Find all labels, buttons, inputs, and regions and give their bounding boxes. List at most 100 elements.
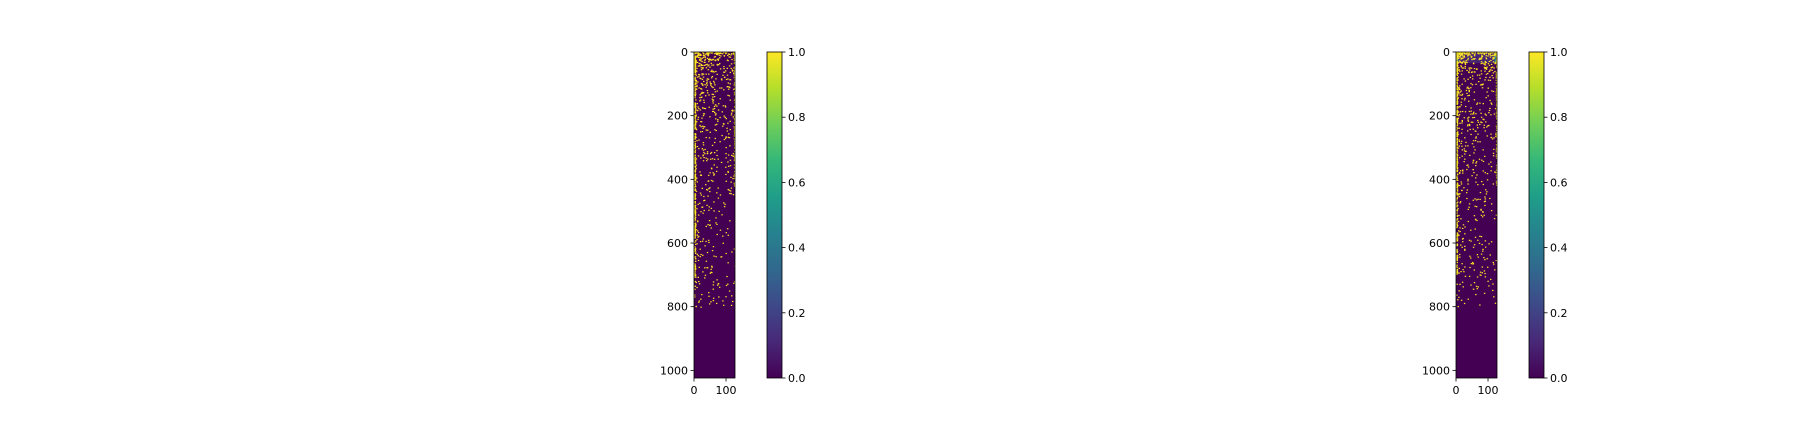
heatmap-hot-cell bbox=[722, 300, 724, 302]
heatmap-hot-cell bbox=[1456, 159, 1459, 161]
heatmap-hot-cell bbox=[713, 158, 716, 160]
heatmap-hot-cell bbox=[701, 130, 704, 133]
heatmap-hot-cell bbox=[1468, 67, 1470, 69]
heatmap-hot-cell bbox=[694, 193, 696, 195]
heatmap-hot-cell bbox=[721, 214, 723, 216]
heatmap-hot-cell bbox=[1456, 193, 1458, 195]
heatmap-hot-cell bbox=[700, 58, 702, 60]
heatmap-hot-cell bbox=[1484, 276, 1487, 278]
heatmap-hot-cell bbox=[1474, 205, 1476, 207]
heatmap-hot-cell bbox=[698, 58, 701, 60]
heatmap-hot-cell bbox=[1464, 248, 1466, 250]
heatmap-hot-cell bbox=[694, 95, 696, 97]
heatmap-hot-cell bbox=[698, 300, 701, 302]
heatmap-hot-cell bbox=[1492, 57, 1494, 59]
heatmap-hot-cell bbox=[1463, 148, 1466, 150]
heatmap-hot-cell bbox=[699, 109, 702, 111]
heatmap-hot-cell bbox=[1472, 52, 1474, 55]
heatmap-hot-cell bbox=[734, 123, 735, 125]
heatmap-hot-cell bbox=[1459, 56, 1461, 58]
heatmap-hot-cell bbox=[1496, 126, 1497, 128]
heatmap-hot-cell bbox=[734, 74, 735, 76]
heatmap-hot-cell bbox=[699, 97, 701, 99]
heatmap-hot-cell bbox=[713, 255, 715, 257]
heatmap-hot-cell bbox=[1456, 169, 1459, 171]
heatmap-hot-cell bbox=[1468, 88, 1470, 90]
heatmap-hot-cell bbox=[710, 52, 712, 54]
heatmap-hot-cell bbox=[1493, 137, 1495, 139]
heatmap-hot-cell bbox=[694, 264, 696, 266]
heatmap-hot-cell bbox=[694, 85, 696, 87]
heatmap-hot-cell bbox=[1458, 88, 1461, 91]
heatmap-hot-cell bbox=[694, 93, 697, 95]
heatmap-hot-cell bbox=[1495, 73, 1497, 76]
colorbar-tick-label: 1.0 bbox=[1550, 46, 1568, 59]
heatmap-hot-cell bbox=[694, 256, 696, 258]
heatmap-hot-cell bbox=[1456, 134, 1459, 136]
heatmap-hot-cell bbox=[695, 107, 697, 109]
heatmap-hot-cell bbox=[694, 144, 696, 147]
heatmap-hot-cell bbox=[705, 86, 707, 88]
heatmap-hot-cell bbox=[1468, 206, 1470, 208]
heatmap-hot-cell bbox=[694, 89, 697, 91]
heatmap-hot-cell bbox=[1473, 282, 1476, 284]
heatmap-hot-cell bbox=[1496, 109, 1497, 111]
heatmap-hot-cell bbox=[1460, 66, 1463, 68]
heatmap-hot-cell bbox=[1481, 180, 1483, 183]
heatmap-hot-cell bbox=[701, 293, 703, 296]
heatmap-hot-cell bbox=[705, 225, 707, 228]
heatmap-hot-cell bbox=[715, 256, 717, 258]
heatmap-hot-cell bbox=[709, 272, 712, 274]
heatmap-hot-cell bbox=[1495, 87, 1497, 89]
heatmap-hot-cell bbox=[1468, 110, 1471, 113]
heatmap-hot-cell bbox=[1487, 280, 1489, 282]
heatmap-hot-cell bbox=[699, 192, 702, 194]
heatmap-hot-cell bbox=[1473, 146, 1475, 148]
heatmap-hot-cell bbox=[1461, 57, 1463, 59]
heatmap-hot-cell bbox=[706, 54, 708, 56]
heatmap-hot-cell bbox=[727, 122, 729, 124]
heatmap-hot-cell bbox=[706, 63, 708, 65]
heatmap-hot-cell bbox=[728, 56, 730, 58]
heatmap-hot-cell bbox=[704, 84, 706, 86]
heatmap-hot-cell bbox=[710, 77, 713, 79]
heatmap-hot-cell bbox=[1490, 114, 1492, 116]
heatmap-hot-cell bbox=[694, 231, 697, 233]
heatmap-hot-cell bbox=[1456, 251, 1458, 253]
heatmap-hot-cell bbox=[716, 73, 718, 75]
heatmap-hot-cell bbox=[694, 143, 697, 145]
heatmap-hot-cell bbox=[1458, 253, 1461, 256]
heatmap-hot-cell bbox=[1462, 67, 1464, 69]
heatmap-hot-cell bbox=[699, 171, 701, 173]
heatmap-hot-cell bbox=[1460, 57, 1462, 59]
heatmap-hot-cell bbox=[720, 256, 723, 258]
heatmap-hot-cell bbox=[1481, 83, 1483, 86]
heatmap-hot-cell bbox=[1474, 139, 1477, 142]
heatmap-hot-cell bbox=[694, 61, 697, 63]
heatmap-hot-cell bbox=[709, 158, 712, 160]
heatmap-hot-cell bbox=[695, 72, 697, 74]
heatmap-hot-cell bbox=[734, 53, 735, 55]
heatmap-hot-cell bbox=[719, 229, 722, 231]
heatmap-hot-cell bbox=[694, 106, 696, 108]
heatmap-hot-cell bbox=[722, 125, 724, 127]
heatmap-hot-cell bbox=[1486, 191, 1488, 193]
heatmap-hot-cell bbox=[694, 165, 697, 168]
heatmap-hot-cell bbox=[1465, 60, 1468, 62]
heatmap-hot-cell bbox=[1456, 251, 1458, 254]
heatmap-hot-cell bbox=[733, 135, 735, 137]
heatmap-hot-cell bbox=[694, 79, 697, 81]
heatmap-hot-cell bbox=[698, 139, 700, 141]
heatmap-hot-cell bbox=[699, 240, 702, 243]
heatmap-hot-cell bbox=[725, 118, 728, 120]
heatmap-hot-cell bbox=[1457, 57, 1460, 60]
heatmap-hot-cell bbox=[1460, 183, 1463, 185]
heatmap-hot-cell bbox=[1464, 158, 1466, 160]
heatmap-hot-cell bbox=[715, 302, 718, 305]
heatmap-hot-cell bbox=[712, 288, 714, 290]
heatmap-hot-cell bbox=[1490, 137, 1493, 139]
heatmap-hot-cell bbox=[712, 246, 715, 248]
heatmap-hot-cell bbox=[695, 127, 697, 129]
heatmap-hot-cell bbox=[728, 137, 731, 139]
heatmap-hot-cell bbox=[1456, 237, 1459, 239]
